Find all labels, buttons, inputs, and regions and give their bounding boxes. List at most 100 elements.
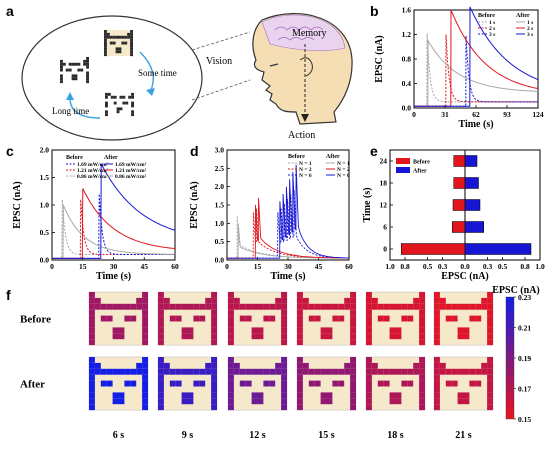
heatmap-pixel xyxy=(211,321,217,328)
legend-entry: After xyxy=(413,169,427,175)
heatmap-pixel xyxy=(487,380,493,387)
heatmap-pixel xyxy=(395,333,402,340)
panel-a-schematic: Some time Long time Vision Memory Action xyxy=(21,12,353,141)
heatmap-pixel xyxy=(205,303,212,310)
heatmap-pixel xyxy=(228,321,234,328)
heatmap-pixel xyxy=(211,309,217,316)
pixel xyxy=(118,35,122,39)
x-tick-label: 31 xyxy=(441,110,449,119)
heatmap-pixel xyxy=(350,327,356,334)
heatmap-pixel xyxy=(142,380,148,387)
heatmap-pixel xyxy=(350,380,356,387)
y-tick-label: 2.0 xyxy=(40,146,50,155)
colorbar-tick-label: 0.19 xyxy=(518,354,531,363)
heatmap-pixel xyxy=(350,292,356,298)
heatmap-pixel xyxy=(89,292,95,298)
legend-before-title: Before xyxy=(66,155,83,161)
heatmap-pixel xyxy=(89,315,95,322)
heatmap-pixel xyxy=(475,380,482,387)
pixel xyxy=(124,41,128,45)
panel-label-b: b xyxy=(370,3,379,19)
x-axis-label: Time (s) xyxy=(270,271,305,282)
y-tick-label: 1.5 xyxy=(40,173,50,182)
heatmap-pixel xyxy=(94,368,101,375)
pixel xyxy=(109,41,113,45)
legend-before-entry: 1 s xyxy=(489,20,495,26)
heatmap-pixel xyxy=(487,292,493,298)
heatmap-pixel xyxy=(100,303,107,310)
pixel xyxy=(130,30,133,33)
heatmap-pixel xyxy=(158,339,164,346)
pixel xyxy=(122,95,126,99)
legend-before-entry: 0.86 mW/cm² xyxy=(77,174,109,180)
column-label: 12 s xyxy=(249,430,266,441)
pixel xyxy=(86,62,89,66)
heatmap-pixel xyxy=(118,327,125,334)
pixel xyxy=(74,77,78,81)
column-label: 15 s xyxy=(318,430,335,441)
heatmap-pixel xyxy=(350,357,356,363)
heatmap-pixel xyxy=(371,362,378,369)
epsc-trace xyxy=(227,208,350,259)
heatmap-pixel xyxy=(281,327,287,334)
heatmap-pixel xyxy=(281,321,287,328)
pixel xyxy=(80,68,84,72)
heatmap-pixel xyxy=(158,321,164,328)
long-time-label: Long time xyxy=(52,106,89,116)
epsc-trace xyxy=(52,188,176,259)
heatmap-pixel xyxy=(389,368,396,375)
heatmap-pixel xyxy=(281,357,287,363)
heatmap-pixel xyxy=(457,392,464,399)
pixel xyxy=(105,92,108,96)
heatmap-pixel xyxy=(275,368,282,375)
legend-before-title: Before xyxy=(478,13,495,19)
heatmap-pixel xyxy=(175,380,182,387)
heatmap-pixel xyxy=(434,392,440,399)
heatmap-pixel xyxy=(239,315,246,322)
heatmap-pixel xyxy=(419,362,425,369)
colorbar xyxy=(505,296,515,420)
heatmap-pixel xyxy=(383,303,390,310)
heatmap-pixel xyxy=(89,392,95,399)
heatmap-pixel xyxy=(257,303,264,310)
pixel xyxy=(130,44,133,48)
heatmap-pixel xyxy=(407,303,414,310)
heatmap-pixel xyxy=(439,362,446,369)
heatmap-pixel xyxy=(228,333,234,340)
pixel xyxy=(71,62,75,66)
heatmap-pixel xyxy=(211,386,217,393)
heatmap-pixel xyxy=(100,315,107,322)
chart-d-epsc-number: 0 15 30 45 60 0.0 0.5 1.0 1.5 2.0 2.5 3.0 Time (s) EP… xyxy=(189,146,353,283)
heatmap-pixel xyxy=(163,362,170,369)
legend-after-title: After xyxy=(326,154,340,160)
x-tick-label: 1.0 xyxy=(535,262,545,271)
heatmap-pixel xyxy=(377,368,384,375)
heatmap-pixel xyxy=(366,297,372,304)
heatmap-pixel xyxy=(389,303,396,310)
x-tick-label: 0.3 xyxy=(438,262,448,271)
heatmap-pixel xyxy=(124,315,131,322)
pixel xyxy=(60,59,63,63)
heatmap-pixel xyxy=(100,380,107,387)
heatmap-pixel xyxy=(142,398,148,405)
pixel xyxy=(71,77,75,81)
heatmap-pixel xyxy=(199,380,206,387)
heatmap-pixel xyxy=(142,292,148,298)
panel-label-c: c xyxy=(6,143,14,159)
heatmap-pixel xyxy=(163,303,170,310)
epsc-trace xyxy=(227,164,350,259)
heatmap-pixel xyxy=(302,368,309,375)
pixel-face-full xyxy=(104,30,133,57)
heatmap-pixel xyxy=(487,303,493,310)
heatmap-pixel xyxy=(118,398,125,405)
heatmap-pixel xyxy=(158,309,164,316)
heatmap-pixel xyxy=(297,292,303,298)
plot-frame xyxy=(51,149,176,261)
heatmap-pixel xyxy=(142,392,148,399)
heatmap-pixel xyxy=(233,368,240,375)
pixel xyxy=(107,92,111,96)
heatmap-pixel xyxy=(401,303,408,310)
heatmap-pixel xyxy=(211,380,217,387)
pixel xyxy=(105,104,108,108)
heatmap-pixel xyxy=(419,292,425,298)
